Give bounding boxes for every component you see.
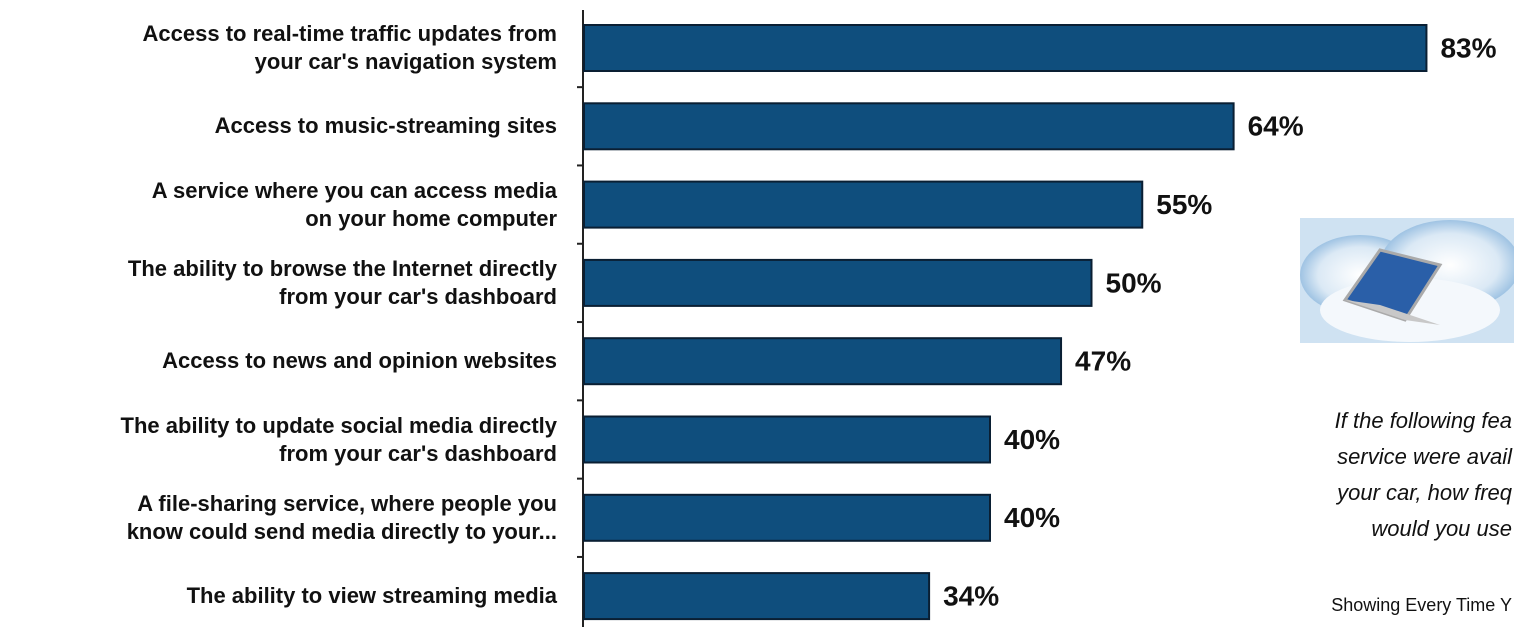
category-label: The ability to update social media direc… xyxy=(120,412,557,466)
bar xyxy=(583,180,1144,229)
category-label: The ability to browse the Internet direc… xyxy=(127,255,557,309)
category-label: Access to real-time traffic updates from… xyxy=(142,21,557,74)
value-label: 55% xyxy=(1156,189,1212,220)
annotation: service were avail xyxy=(1337,444,1513,469)
category-label: A file-sharing service, where people you… xyxy=(126,490,557,544)
category-label: The ability to view streaming media xyxy=(186,583,557,609)
value-label: 64% xyxy=(1248,111,1304,142)
bar xyxy=(583,493,991,542)
bar xyxy=(583,102,1235,151)
annotation: would you use xyxy=(1371,516,1512,541)
cloud-laptop-image xyxy=(1300,218,1514,343)
value-label: 34% xyxy=(943,580,999,611)
category-label: A service where you can access media on … xyxy=(151,177,557,231)
value-label: 47% xyxy=(1075,346,1131,377)
value-label: 50% xyxy=(1106,267,1162,298)
category-label: Access to news and opinion websites xyxy=(162,348,557,374)
category-label: Access to music-streaming sites xyxy=(214,113,557,139)
bar xyxy=(583,415,991,464)
bar xyxy=(583,572,931,621)
annotation: If the following fea xyxy=(1335,408,1512,433)
value-label: 83% xyxy=(1440,32,1496,63)
value-label: 40% xyxy=(1004,502,1060,533)
bar xyxy=(583,337,1063,386)
bar xyxy=(583,258,1093,307)
annotation: Showing Every Time Y xyxy=(1331,595,1512,615)
value-label: 40% xyxy=(1004,424,1060,455)
bar xyxy=(583,24,1428,72)
annotation: your car, how freq xyxy=(1335,480,1513,505)
